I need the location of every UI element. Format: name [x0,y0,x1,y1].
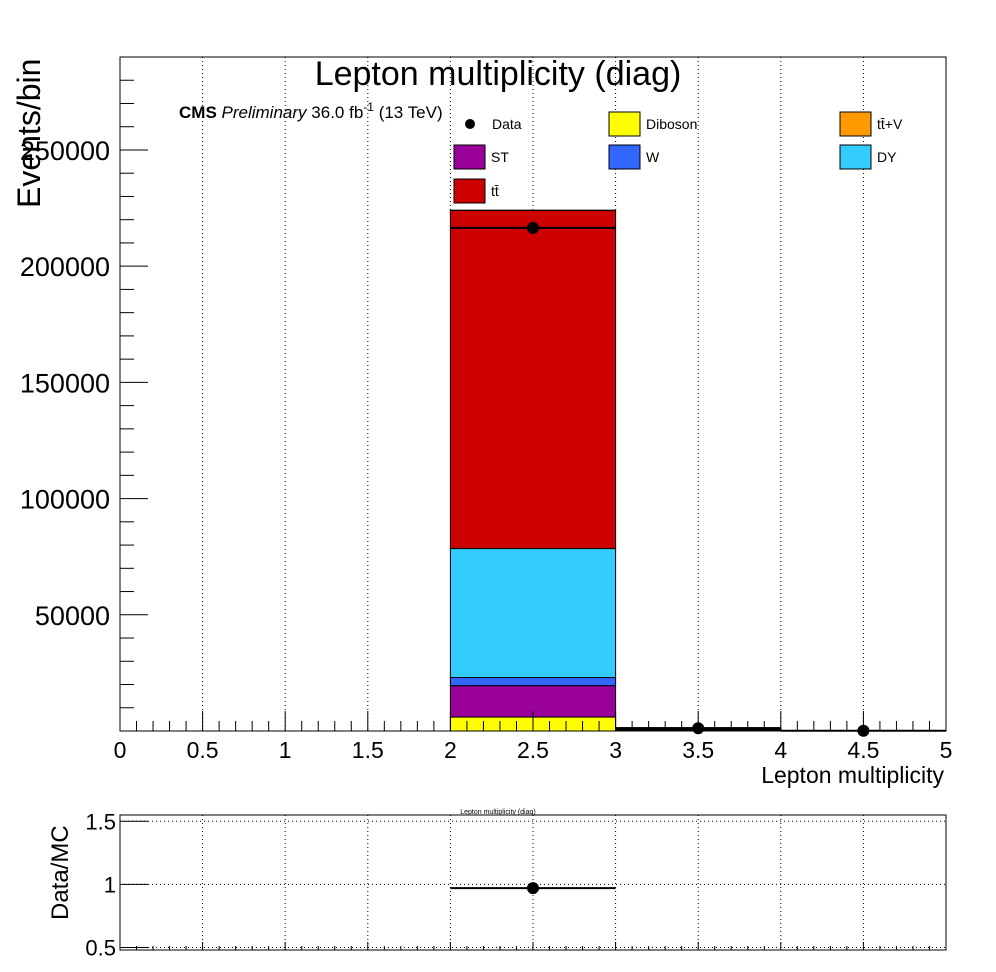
y-tick-label-0: 50000 [35,601,110,631]
x-tick-label-10: 5 [940,737,953,763]
y-tick-label-3: 200000 [20,252,110,282]
ratio-y-tick-labels: 0.5 1 1.5 [85,809,116,960]
legend-swatch-5 [839,144,872,170]
x-tick-label-1: 0.5 [187,737,219,763]
ratio-y-tick-label-0: 0.5 [85,935,116,960]
cms-label: CMS Preliminary 36.0 fb-1 (13 TeV) [179,100,443,122]
y-tick-labels: 50000 100000 150000 200000 250000 [20,136,110,631]
cms-label-lumi: 36.0 fb [311,103,363,122]
legend-label-6: tt̄ [491,183,499,199]
x-tick-label-8: 4 [774,737,787,763]
ratio-y-tick-label-2: 1.5 [85,809,116,834]
x-tick-label-7: 3.5 [682,737,714,763]
x-tick-label-2: 1 [279,737,292,763]
x-tick-label-3: 1.5 [352,737,384,763]
x-tick-label-5: 2.5 [517,737,549,763]
legend-label-4: W [646,149,660,165]
bar-tt-bin-2 [449,209,617,550]
ratio-title: Lepton multiplicity (diag) [460,809,535,816]
x-tick-label-4: 2 [444,737,457,763]
ratio-point-0 [527,882,539,895]
y-tick-label-4: 250000 [20,136,110,166]
legend-swatch-1 [608,111,641,137]
main-axis-ticks [119,79,947,731]
y-axis-label: Events/bin [11,59,47,208]
legend-label-3: ST [491,149,509,165]
legend-label-5: DY [877,149,897,165]
cms-label-energy: (13 TeV) [379,103,443,122]
cms-label-lumi-sup: -1 [363,100,374,114]
legend-label-2: tt̄+V [877,116,903,132]
data-point-0 [527,221,539,234]
legend-swatch-4 [608,144,641,170]
ratio-y-tick-label-1: 1 [104,872,116,897]
legend-label-1: Diboson [646,116,697,132]
bar-DY-bin-2 [449,548,617,679]
ratio-y-axis-label: Data/MC [47,825,74,920]
legend-swatch-6 [453,178,486,204]
ratio-axis-ticks [119,820,947,950]
x-tick-labels: 0 0.5 1 1.5 2 2.5 3 3.5 4 4.5 5 [114,737,953,763]
y-tick-label-2: 150000 [20,368,110,398]
legend: Data Diboson tt̄+V ST W DY tt̄ [453,111,903,204]
x-tick-label-0: 0 [114,737,127,763]
legend-label-0: Data [492,116,522,132]
x-tick-label-6: 3 [609,737,622,763]
x-tick-label-9: 4.5 [847,737,879,763]
cms-label-bold: CMS [179,103,217,122]
chart-title: Lepton multiplicity (diag) [315,55,682,93]
y-tick-label-1: 100000 [20,485,110,515]
legend-swatch-2 [839,111,872,137]
legend-swatch-3 [453,144,486,170]
ratio-points [450,882,616,895]
legend-marker-data [465,119,475,129]
bar-W-bin-2 [449,677,617,687]
cms-label-italic: Preliminary [222,103,309,122]
x-axis-label: Lepton multiplicity [761,762,944,788]
